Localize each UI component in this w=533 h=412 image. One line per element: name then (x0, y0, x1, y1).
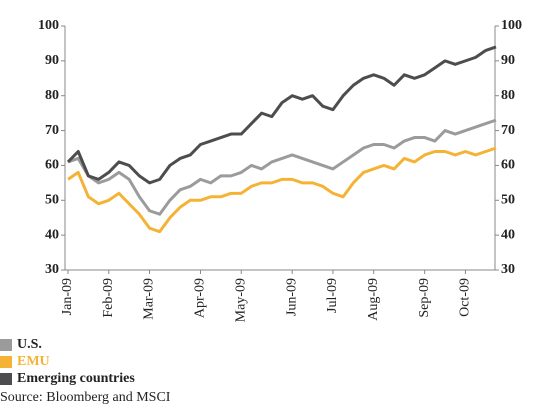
x-tick-label: Apr-09 (193, 278, 208, 318)
y2-tick-label: 50 (501, 193, 515, 208)
y2-tick-label: 30 (501, 262, 515, 277)
y2-tick-label: 90 (501, 53, 515, 68)
series-line (67, 118, 497, 216)
x-tick-label: May-09 (233, 278, 248, 322)
y2-tick-label: 100 (501, 18, 522, 33)
legend-swatch (0, 356, 12, 368)
x-tick-label: Oct-09 (458, 278, 473, 317)
x-tick-label: Jun-09 (284, 278, 299, 316)
x-tick-label: Jan-09 (60, 278, 75, 315)
series-line (67, 146, 497, 234)
y-tick-label: 60 (45, 158, 59, 173)
y-tick-label: 90 (45, 53, 59, 68)
x-tick-label: Mar-09 (142, 278, 157, 320)
legend-swatch (0, 339, 12, 351)
y-tick-label: 40 (45, 227, 59, 242)
y-tick-label: 70 (45, 123, 59, 138)
y-tick-label: 30 (45, 262, 59, 277)
y2-tick-label: 70 (501, 123, 515, 138)
y2-tick-label: 60 (501, 158, 515, 173)
x-tick-label: Feb-09 (101, 278, 116, 318)
source: Source: Bloomberg and MSCI (0, 390, 171, 405)
y2-tick-label: 40 (501, 227, 515, 242)
x-tick-label: Aug-09 (366, 278, 381, 321)
legend-label: Emerging countries (17, 371, 135, 386)
series-line (66, 45, 497, 185)
legend-label: EMU (17, 354, 50, 369)
legend-label: U.S. (17, 337, 42, 352)
y-tick-label: 100 (38, 18, 59, 33)
y-tick-label: 80 (45, 88, 59, 103)
legend-swatch (0, 373, 12, 385)
x-tick-label: Sep-09 (417, 278, 432, 318)
y-tick-label: 50 (45, 193, 59, 208)
y2-tick-label: 80 (501, 88, 515, 103)
x-tick-label: Jul-09 (325, 278, 340, 313)
